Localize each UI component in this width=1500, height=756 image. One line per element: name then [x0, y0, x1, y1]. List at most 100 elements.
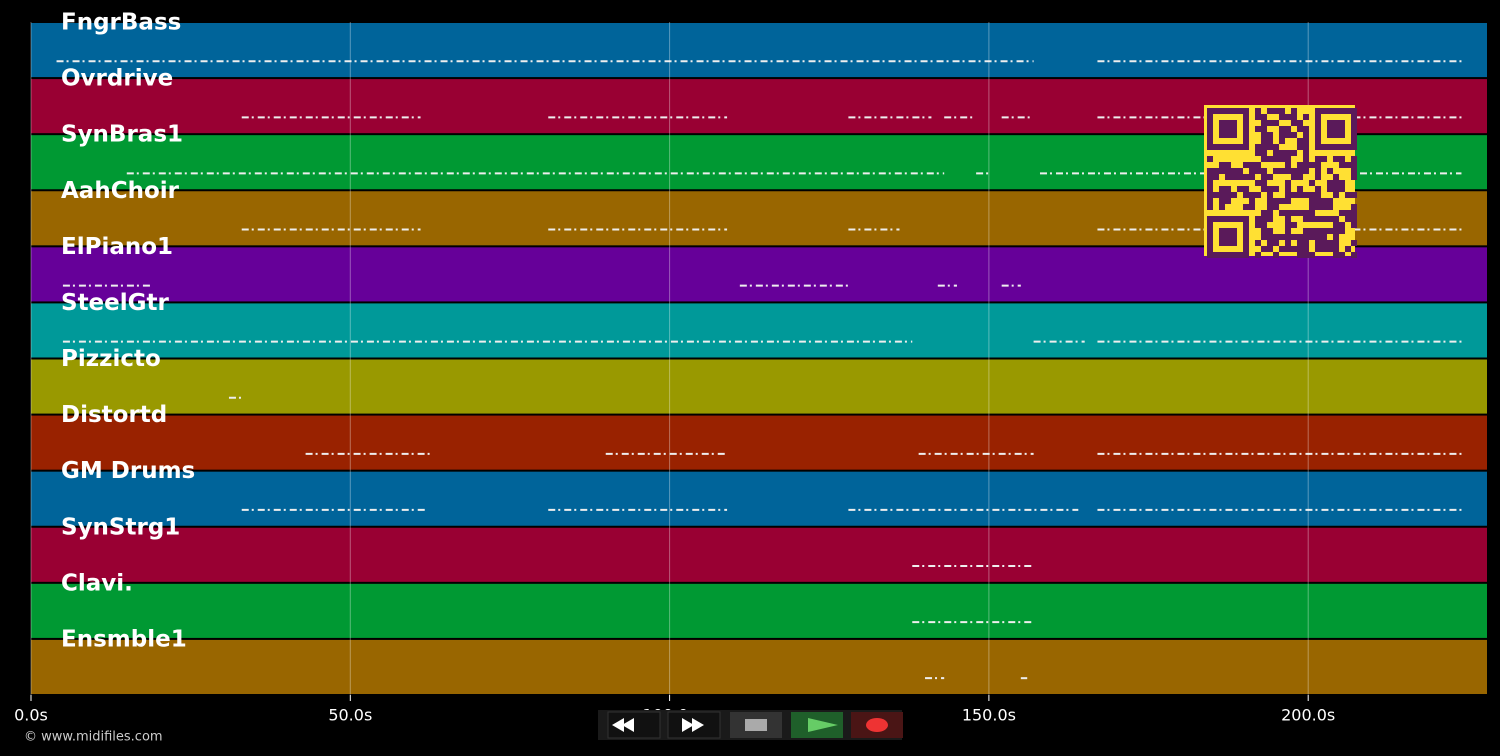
qr-cell	[1279, 150, 1285, 156]
qr-cell	[1231, 192, 1237, 198]
qr-cell	[1315, 162, 1321, 168]
qr-cell	[1255, 108, 1261, 114]
qr-cell	[1351, 222, 1357, 228]
qr-cell	[1207, 204, 1213, 210]
qr-cell	[1261, 234, 1267, 240]
qr-cell	[1243, 192, 1249, 198]
forward-button[interactable]	[667, 711, 721, 739]
qr-cell	[1249, 162, 1255, 168]
qr-cell	[1315, 174, 1321, 180]
qr-cell	[1351, 162, 1357, 168]
play-button[interactable]	[791, 712, 843, 738]
qr-cell	[1309, 198, 1315, 204]
qr-cell	[1273, 204, 1279, 210]
qr-cell	[1285, 186, 1291, 192]
qr-cell	[1339, 162, 1345, 168]
qr-cell	[1297, 144, 1303, 150]
qr-cell	[1351, 252, 1357, 258]
qr-cell	[1279, 108, 1285, 114]
qr-cell	[1303, 150, 1309, 156]
forward-icon	[682, 718, 704, 732]
qr-cell	[1303, 234, 1309, 240]
qr-cell	[1291, 210, 1297, 216]
qr-cell	[1267, 216, 1273, 222]
qr-cell	[1327, 216, 1333, 222]
qr-cell	[1345, 192, 1351, 198]
qr-cell	[1273, 252, 1279, 258]
play-icon	[808, 718, 838, 732]
qr-cell	[1303, 228, 1309, 234]
track-lane	[31, 303, 1487, 358]
qr-cell	[1339, 180, 1345, 186]
qr-cell	[1243, 162, 1249, 168]
qr-cell	[1267, 246, 1273, 252]
qr-cell	[1273, 120, 1279, 126]
qr-cell	[1267, 192, 1273, 198]
qr-cell	[1273, 198, 1279, 204]
qr-cell	[1303, 210, 1309, 216]
qr-cell	[1309, 180, 1315, 186]
qr-cell	[1267, 132, 1273, 138]
qr-cell	[1339, 156, 1345, 162]
qr-code	[1204, 105, 1357, 258]
qr-cell	[1303, 156, 1309, 162]
qr-cell	[1237, 168, 1243, 174]
qr-cell	[1219, 192, 1225, 198]
qr-cell	[1285, 168, 1291, 174]
qr-cell	[1351, 204, 1357, 210]
rewind-button[interactable]	[607, 711, 661, 739]
qr-cell	[1303, 162, 1309, 168]
qr-cell	[1267, 108, 1273, 114]
tick-label: 50.0s	[328, 706, 372, 725]
qr-cell	[1285, 198, 1291, 204]
qr-finder	[1219, 120, 1237, 138]
qr-cell	[1255, 168, 1261, 174]
qr-cell	[1273, 168, 1279, 174]
qr-cell	[1237, 174, 1243, 180]
qr-cell	[1207, 180, 1213, 186]
qr-cell	[1255, 180, 1261, 186]
qr-cell	[1285, 162, 1291, 168]
qr-cell	[1345, 162, 1351, 168]
qr-cell	[1225, 198, 1231, 204]
qr-cell	[1351, 168, 1357, 174]
qr-cell	[1321, 228, 1327, 234]
track-lane	[31, 359, 1487, 414]
qr-cell	[1321, 234, 1327, 240]
qr-cell	[1291, 192, 1297, 198]
qr-cell	[1327, 168, 1333, 174]
qr-cell	[1279, 126, 1285, 132]
stop-button[interactable]	[730, 712, 782, 738]
qr-cell	[1333, 186, 1339, 192]
qr-cell	[1321, 246, 1327, 252]
qr-cell	[1327, 198, 1333, 204]
track-name: ElPiano1	[61, 234, 173, 260]
track-name: SteelGtr	[61, 290, 170, 316]
record-button[interactable]	[851, 712, 903, 738]
qr-cell	[1291, 114, 1297, 120]
qr-cell	[1333, 246, 1339, 252]
qr-cell	[1297, 138, 1303, 144]
qr-cell	[1267, 144, 1273, 150]
qr-cell	[1291, 234, 1297, 240]
qr-cell	[1315, 186, 1321, 192]
qr-cell	[1219, 168, 1225, 174]
qr-cell	[1267, 210, 1273, 216]
qr-cell	[1297, 186, 1303, 192]
qr-cell	[1327, 228, 1333, 234]
qr-cell	[1321, 216, 1327, 222]
track-name: Ovrdrive	[61, 66, 173, 92]
qr-cell	[1285, 228, 1291, 234]
qr-cell	[1339, 228, 1345, 234]
qr-cell	[1279, 132, 1285, 138]
qr-cell	[1339, 210, 1345, 216]
qr-cell	[1321, 198, 1327, 204]
qr-cell	[1261, 156, 1267, 162]
qr-cell	[1315, 246, 1321, 252]
qr-cell	[1285, 126, 1291, 132]
qr-cell	[1285, 192, 1291, 198]
qr-cell	[1315, 198, 1321, 204]
track-lane	[31, 471, 1487, 526]
